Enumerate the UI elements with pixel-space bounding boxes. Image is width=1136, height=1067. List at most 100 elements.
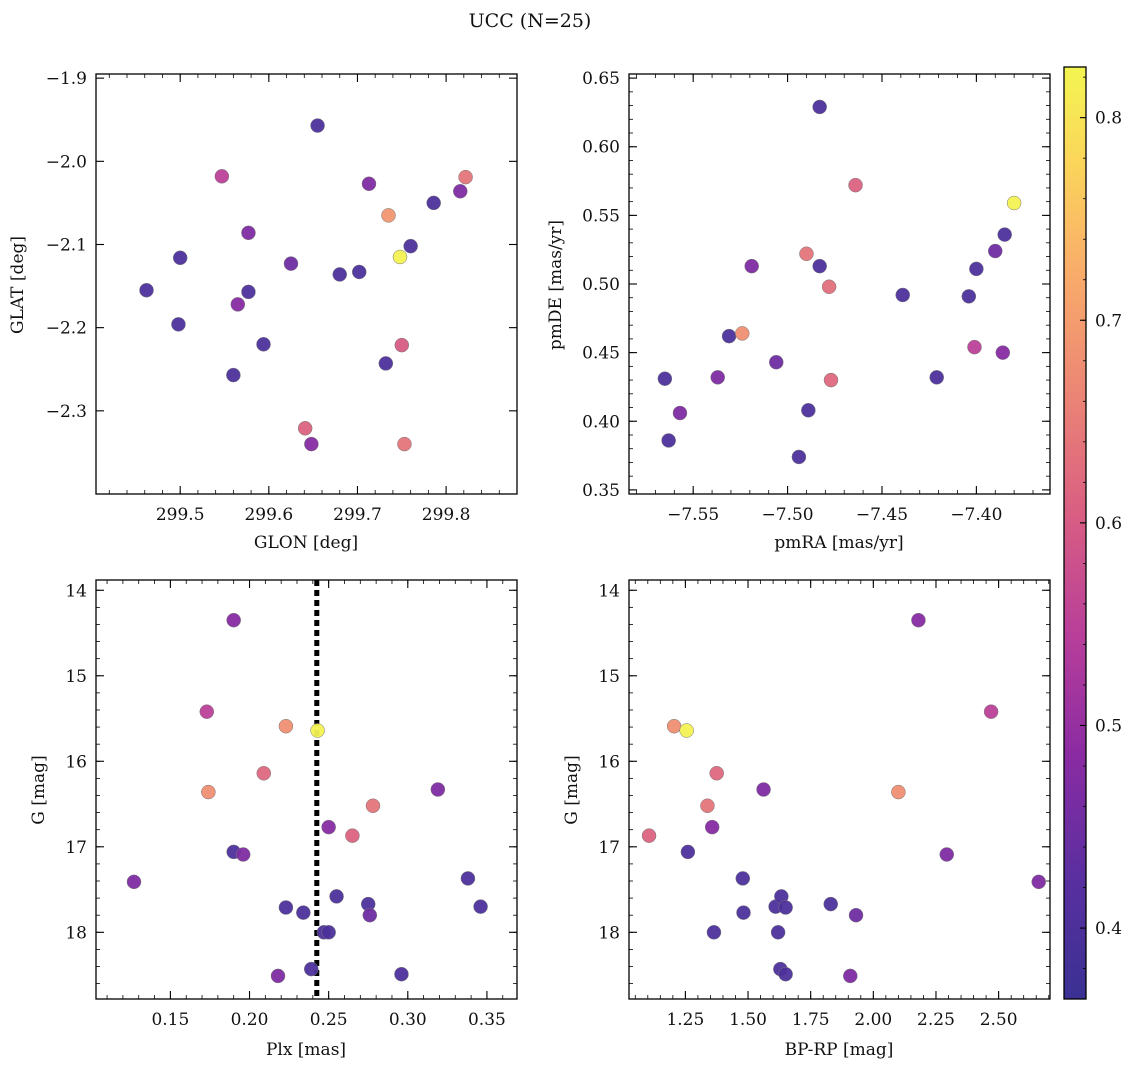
scatter-point: [270, 968, 286, 984]
scatter-point: [278, 900, 294, 915]
scatter-point: [961, 289, 977, 304]
scatter-point: [362, 907, 378, 923]
scatter-point: [721, 328, 737, 344]
x-tick-label: 2.50: [980, 1010, 1018, 1030]
scatter-point: [283, 256, 299, 271]
scatter-point: [988, 243, 1003, 259]
scatter-point: [329, 889, 344, 904]
scatter-point: [403, 238, 418, 254]
scatter-point: [843, 968, 858, 984]
x-tick-label: −7.55: [667, 505, 719, 525]
scatter-point: [791, 449, 807, 465]
scatter-point: [969, 261, 984, 277]
x-tick-label: −7.45: [856, 505, 908, 525]
y-axis-label: GLAT [deg]: [8, 236, 28, 334]
scatter-point: [997, 227, 1012, 242]
panel-glon-glat: GLON [deg] GLAT [deg] 299.5 299.6 299.7 299…: [8, 69, 518, 553]
scatter-point: [126, 874, 142, 890]
panel-plx-g: Plx [mas] G [mag] 0.15 0.20 0.25 0.30 0.35 14…: [29, 579, 518, 1060]
scatter-point: [453, 184, 468, 199]
x-tick-label: 299.5: [156, 505, 205, 525]
scatter-point: [230, 297, 246, 312]
scatter-point: [321, 925, 336, 940]
y-tick-label: 0.45: [582, 344, 620, 364]
axes-frame: [628, 579, 1051, 1000]
scatter-point: [321, 819, 336, 835]
x-tick-label: 0.35: [468, 1010, 506, 1030]
scatter-point: [304, 436, 319, 452]
scatter-point: [394, 966, 409, 982]
scatter-point: [735, 871, 751, 886]
axes-frame: [95, 579, 518, 1000]
scatter-point: [392, 249, 408, 265]
x-tick-label: −7.50: [762, 505, 814, 525]
panel-pmra-pmde: pmRA [mas/yr] pmDE [mas/yr] −7.55 −7.50 −7…: [546, 69, 1051, 553]
x-axis-label: BP-RP [mag]: [785, 1040, 894, 1060]
x-tick-label: 1.75: [792, 1010, 830, 1030]
x-tick-label: 299.6: [244, 505, 293, 525]
scatter-point: [823, 896, 838, 912]
scatter-point: [365, 798, 381, 813]
scatter-point: [778, 966, 793, 982]
scatter-point: [710, 370, 725, 385]
scatter-point: [769, 354, 784, 370]
x-axis-label: Plx [mas]: [266, 1040, 346, 1060]
y-tick-label: −2.3: [46, 402, 87, 422]
scatter-point: [895, 287, 910, 303]
colorbar-tick-label: 0.7: [1095, 311, 1122, 331]
scatter-point: [736, 905, 751, 920]
scatter-point: [848, 907, 864, 923]
y-tick-label: 17: [65, 838, 87, 858]
scatter-point: [256, 337, 271, 352]
scatter-point: [171, 317, 186, 332]
colorbar-tick-label: 0.4: [1095, 919, 1122, 939]
scatter-point: [756, 782, 771, 797]
scatter-point: [172, 250, 188, 266]
scatter-point: [704, 819, 720, 835]
colorbar-tick-label: 0.8: [1095, 109, 1122, 129]
scatter-point: [460, 871, 476, 886]
scatter-point: [680, 844, 696, 860]
scatter-point: [799, 246, 814, 262]
axes-frame: [628, 73, 1051, 495]
scatter-point: [278, 718, 294, 734]
scatter-point: [303, 961, 319, 977]
y-tick-label: 0.65: [582, 69, 620, 89]
scatter-point: [235, 847, 251, 862]
scatter-point: [310, 723, 325, 738]
y-tick-label: −2.2: [46, 319, 87, 339]
scatter-point: [657, 371, 673, 386]
y-axis-label: G [mag]: [29, 755, 49, 824]
colorbar-frame: [1063, 66, 1087, 1000]
scatter-point: [706, 925, 722, 940]
scatter-point: [679, 723, 694, 738]
scatter-point: [430, 782, 446, 797]
y-tick-label: 14: [598, 581, 620, 601]
y-tick-label: 17: [598, 838, 620, 858]
colorbar-tick-label: 0.5: [1095, 716, 1122, 736]
scatter-point: [458, 169, 473, 185]
scatter-point: [394, 337, 410, 353]
scatter-point: [967, 339, 982, 355]
scatter-point: [666, 718, 682, 734]
scatter-point: [241, 225, 256, 241]
y-tick-label: 18: [65, 923, 87, 943]
scatter-point: [700, 798, 715, 813]
scatter-point: [995, 345, 1011, 360]
x-tick-label: 0.30: [389, 1010, 427, 1030]
scatter-point: [426, 195, 441, 211]
scatter-point: [214, 169, 230, 184]
scatter-point: [641, 828, 657, 843]
y-tick-label: 14: [65, 581, 87, 601]
y-tick-label: −1.9: [46, 69, 87, 89]
scatter-point: [812, 99, 827, 115]
y-axis-label: pmDE [mas/yr]: [546, 220, 566, 350]
x-tick-label: 0.20: [231, 1010, 269, 1030]
scatter-point: [297, 421, 313, 436]
x-tick-label: 0.15: [151, 1010, 189, 1030]
scatter-point: [1006, 195, 1022, 211]
x-axis-label: GLON [deg]: [254, 533, 358, 553]
y-tick-label: 0.60: [582, 138, 620, 158]
x-tick-label: 0.25: [310, 1010, 348, 1030]
scatter-point: [821, 279, 837, 294]
